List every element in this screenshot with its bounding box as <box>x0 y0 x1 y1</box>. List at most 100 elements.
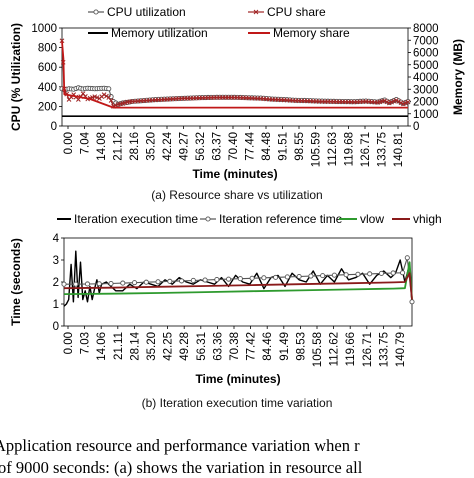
legend-entry: Memory share <box>248 26 350 40</box>
legend-label: Memory utilization <box>111 26 208 40</box>
data-point <box>120 280 126 286</box>
y-tick-label: 4 <box>53 233 60 245</box>
legend-label: Memory share <box>273 26 350 40</box>
x-tick-label: 140.81 <box>393 132 405 167</box>
y-tick-label: 2 <box>53 277 59 289</box>
x-tick-label: 84.46 <box>262 332 274 361</box>
data-point <box>296 273 302 280</box>
y2-tick-label: 4000 <box>413 72 439 84</box>
data-point <box>393 97 399 103</box>
x-tick-label: 126.71 <box>360 132 372 167</box>
plot-area <box>63 237 413 327</box>
x-tick-label: 140.79 <box>395 332 407 367</box>
x-tick-label: 91.51 <box>278 132 290 161</box>
x-tick-label: 21.11 <box>113 332 125 360</box>
caption-a: (a) Resource share vs utilization <box>151 188 323 202</box>
legend-label: CPU utilization <box>107 5 186 19</box>
body-text-line-1: Application resource and performance var… <box>0 436 360 455</box>
chart-b: 0 1 2 3 4 0.00 7.03 14.06 21.11 28.14 35.20 42.25 49… <box>9 212 442 386</box>
legend-entry: vlow <box>339 212 384 226</box>
y-tick-label: 200 <box>38 101 57 113</box>
data-point <box>378 270 384 276</box>
legend-entry: Iteration execution time <box>57 212 198 226</box>
y-tick-label: 0 <box>53 321 59 333</box>
data-point <box>61 281 67 287</box>
legend-entry: CPU share <box>248 5 326 19</box>
legend-entry: vhigh <box>392 212 442 226</box>
data-point <box>167 278 173 284</box>
legend-entry: CPU utilization <box>88 5 186 19</box>
legend-label: vhigh <box>413 212 442 226</box>
plot-area <box>61 27 409 127</box>
x-tick-label: 119.66 <box>345 332 357 366</box>
x-tick-label: 0.00 <box>63 132 75 154</box>
y-tick-label: 1 <box>53 299 59 311</box>
x-tick-label: 7.04 <box>80 131 92 154</box>
x-tick-label: 77.44 <box>245 131 257 160</box>
data-point <box>155 279 161 285</box>
legend-marker <box>253 9 259 15</box>
data-point <box>101 92 107 97</box>
x-tick-label: 56.31 <box>196 332 208 361</box>
data-point <box>409 299 415 305</box>
x-tick-label: 35.20 <box>146 332 158 361</box>
y-tick-label: 800 <box>38 43 57 55</box>
x-tick-label: 0.00 <box>63 332 75 354</box>
data-point <box>96 281 102 287</box>
data-point <box>108 280 114 287</box>
x-tick-label: 7.03 <box>80 332 92 354</box>
y2-tick-label: 8000 <box>413 23 439 35</box>
legend-label: Iteration reference time <box>219 212 343 226</box>
data-point <box>179 278 185 284</box>
data-point <box>398 100 404 106</box>
legend-label: Iteration execution time <box>74 212 198 226</box>
data-point <box>190 277 196 284</box>
x-tick-label: 14.08 <box>96 132 108 161</box>
x-tick-label: 105.59 <box>311 132 323 167</box>
data-point <box>202 277 208 283</box>
series-3 <box>63 272 413 300</box>
chart-a: 0200400600800100001000200030004000500060… <box>9 5 465 181</box>
x-tick-label: 14.06 <box>96 332 108 361</box>
data-point <box>273 274 279 280</box>
x-tick-label: 133.75 <box>377 132 389 167</box>
series-3 <box>61 41 408 109</box>
data-point <box>404 255 410 261</box>
x-tick-label: 56.32 <box>195 132 207 161</box>
y-axis-label: CPU (% Utilization) <box>9 23 23 131</box>
data-point <box>355 271 361 277</box>
data-point <box>143 279 149 285</box>
x-tick-label: 133.75 <box>378 332 390 367</box>
series-line <box>63 261 413 300</box>
x-tick-label: 91.49 <box>279 332 291 361</box>
data-point <box>104 93 109 99</box>
x-tick-label: 63.37 <box>212 132 224 161</box>
data-point <box>84 281 91 287</box>
y2-tick-label: 3000 <box>413 84 439 96</box>
x-tick-label: 84.48 <box>261 132 273 161</box>
data-point <box>367 271 373 277</box>
data-point <box>261 275 267 281</box>
y2-tick-label: 1000 <box>413 109 439 121</box>
legend-marker <box>93 9 99 15</box>
x-tick-label: 112.62 <box>329 332 341 366</box>
y2-tick-label: 6000 <box>413 48 439 60</box>
x-axis-label: Time (minutes) <box>195 372 280 386</box>
x-tick-label: 105.58 <box>312 332 324 367</box>
data-point <box>73 281 79 287</box>
x-tick-label: 28.16 <box>129 132 141 161</box>
x-tick-label: 21.12 <box>113 132 125 161</box>
legend-label: vlow <box>360 212 384 226</box>
legend-label: CPU share <box>267 5 326 19</box>
x-tick-label: 126.71 <box>362 332 374 367</box>
x-tick-label: 42.24 <box>162 131 174 160</box>
x-tick-label: 70.40 <box>228 132 240 161</box>
y2-tick-label: 0 <box>413 121 419 133</box>
series-1 <box>61 255 415 305</box>
y-tick-label: 600 <box>38 62 57 74</box>
data-point <box>214 277 220 283</box>
data-point <box>396 99 402 104</box>
y-axis-label: Time (seconds) <box>9 238 23 326</box>
x-tick-label: 35.20 <box>146 132 158 161</box>
